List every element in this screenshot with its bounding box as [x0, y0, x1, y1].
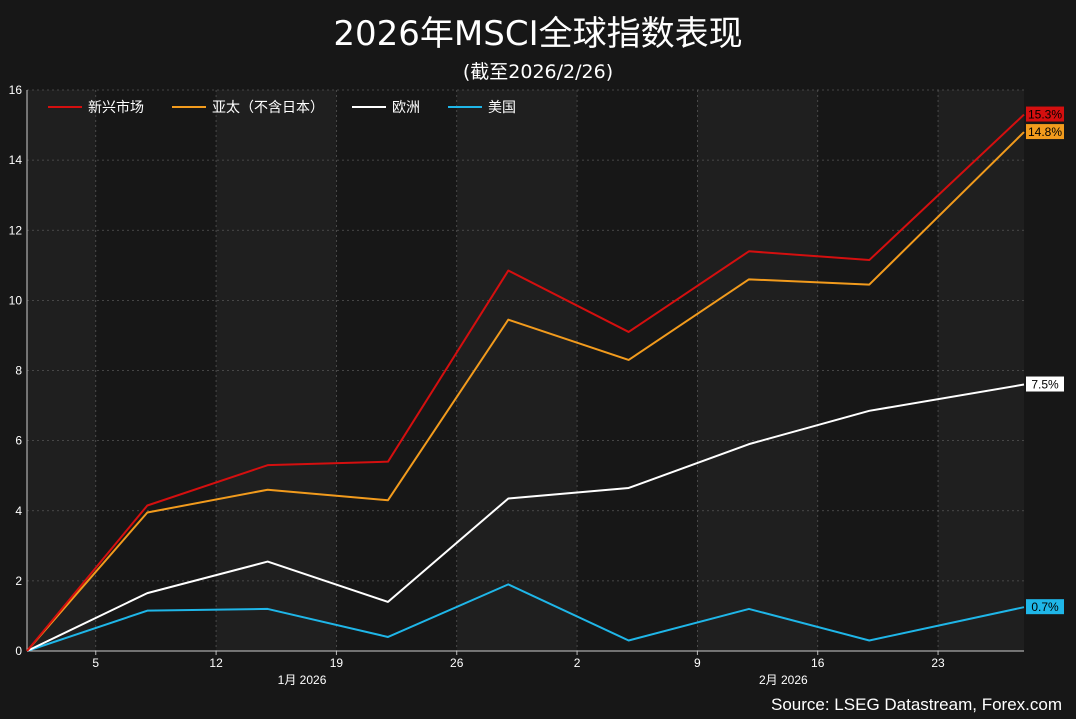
- legend-label: 新兴市场: [88, 99, 144, 116]
- end-label-box: [1026, 106, 1064, 122]
- y-tick-label: 12: [9, 223, 23, 237]
- series-lines: [26, 113, 1025, 652]
- end-label-text: 15.3%: [1028, 108, 1062, 122]
- x-tick-label: 26: [450, 656, 464, 670]
- y-tick-label: 8: [15, 364, 22, 378]
- x-tick-label: 5: [92, 656, 99, 670]
- legend-label: 欧洲: [392, 100, 420, 116]
- y-tick-label: 10: [9, 293, 23, 307]
- chart-title: 2026年MSCI全球指数表现: [333, 14, 743, 54]
- x-tick-label: 9: [694, 656, 701, 670]
- y-tick-label: 2: [15, 574, 22, 588]
- y-tick-label: 4: [15, 504, 22, 518]
- x-month-label: 1月 2026: [278, 673, 327, 687]
- x-tick-label: 12: [209, 656, 223, 670]
- end-label-box: [1026, 124, 1064, 140]
- end-label-text: 0.7%: [1031, 600, 1059, 614]
- x-tick-label: 16: [811, 656, 825, 670]
- end-label-box: [1026, 599, 1064, 615]
- end-label-text: 7.5%: [1031, 378, 1059, 392]
- x-tick-label: 23: [931, 656, 945, 670]
- series-line-0: [26, 113, 1025, 652]
- band-shade: [95, 90, 217, 651]
- axes: 0 2 4 6 8 10 12 14 16 5 12 19 26 2 9 16 23 1月 2026 2月 2026: [9, 83, 1024, 687]
- end-label-text: 14.8%: [1028, 125, 1062, 139]
- end-label-box: [1026, 376, 1064, 392]
- legend-label: 亚太（不含日本）: [212, 100, 324, 116]
- end-labels: 15.3% 14.8% 7.5% 0.7%: [1026, 106, 1064, 615]
- y-tick-label: 6: [15, 434, 22, 448]
- legend-label: 美国: [488, 100, 516, 116]
- y-tick-label: 14: [9, 153, 23, 167]
- x-month-label: 2月 2026: [759, 673, 808, 687]
- band-shade: [336, 90, 457, 651]
- grid-lines: [27, 89, 1024, 651]
- y-tick-label: 16: [9, 83, 23, 97]
- series-line-2: [26, 383, 1025, 652]
- chart-subtitle: (截至2026/2/26): [462, 61, 614, 83]
- source-note: Source: LSEG Datastream, Forex.com: [771, 695, 1062, 714]
- series-line-1: [26, 131, 1025, 652]
- series-line-3: [26, 583, 1025, 652]
- x-tick-label: 19: [330, 656, 344, 670]
- legend: 新兴市场 亚太（不含日本） 欧洲 美国: [48, 99, 516, 116]
- x-tick-label: 2: [574, 656, 581, 670]
- y-tick-label: 0: [15, 644, 22, 658]
